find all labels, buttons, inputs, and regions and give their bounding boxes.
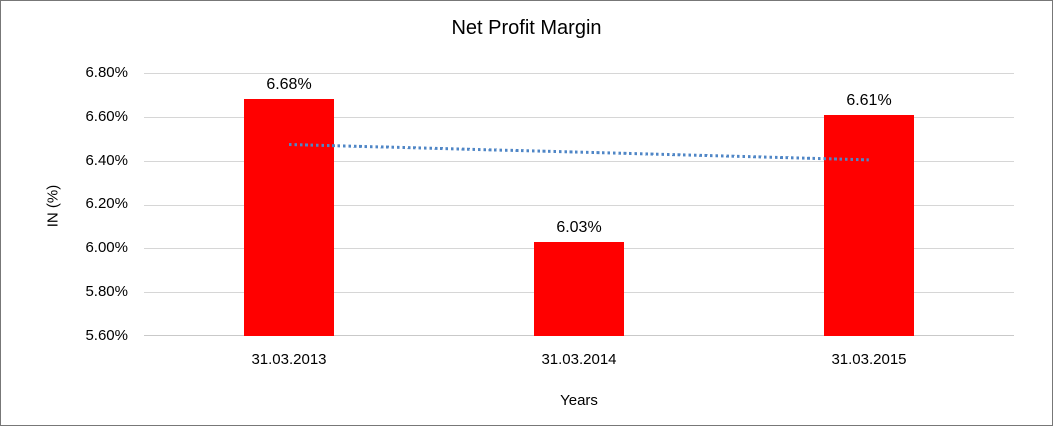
x-axis-title: Years <box>560 392 598 409</box>
y-tick: 6.60% <box>85 108 128 125</box>
y-tick: 6.40% <box>85 152 128 169</box>
y-tick: 6.20% <box>85 195 128 212</box>
gridline <box>144 204 1014 206</box>
gridline <box>144 73 1014 74</box>
x-axis-tick-labels: 31.03.2013 31.03.2014 31.03.2015 <box>144 351 1014 368</box>
bar-group-2015: 6.61% <box>724 73 1014 336</box>
bar-group-2013: 6.68% <box>144 73 434 336</box>
y-tick: 6.00% <box>85 239 128 256</box>
bar-group-2014: 6.03% <box>434 73 724 336</box>
bar-2015 <box>824 114 914 336</box>
y-tick: 5.80% <box>85 283 128 300</box>
y-tick: 5.60% <box>85 327 128 344</box>
bar-value-label: 6.03% <box>556 218 602 236</box>
chart-title: Net Profit Margin <box>451 17 602 39</box>
x-tick-2015: 31.03.2015 <box>831 351 907 368</box>
x-tick-2014: 31.03.2014 <box>541 351 617 368</box>
x-tick-2013: 31.03.2013 <box>251 351 327 368</box>
bar-value-label: 6.61% <box>846 91 892 109</box>
y-tick: 6.80% <box>85 64 128 81</box>
bar-value-label: 6.68% <box>266 76 312 94</box>
bar-2014 <box>534 241 624 336</box>
y-axis-tick-labels: 6.80% 6.60% 6.40% 6.20% 6.00% 5.80% 5.60… <box>1 64 128 344</box>
gridline <box>144 116 1014 118</box>
bar-2013 <box>244 99 334 336</box>
gridline <box>144 160 1014 162</box>
plot-area: 6.68% 6.03% 6.61% <box>144 73 1014 336</box>
